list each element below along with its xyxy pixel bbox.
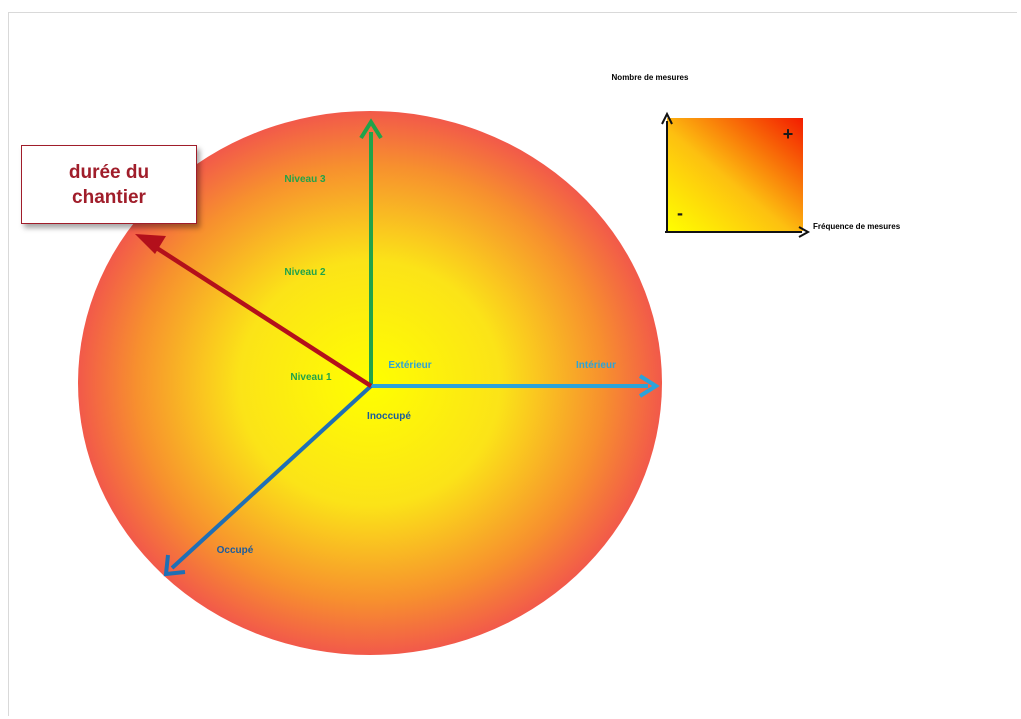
level-1-label: Niveau 1 <box>290 372 332 383</box>
duration-arrow <box>135 234 373 388</box>
legend-y-label: Nombre de mesures <box>612 73 689 82</box>
interior-axis-arrow <box>371 374 660 398</box>
occupancy-axis-arrow <box>163 384 373 577</box>
legend-x-label: Fréquence de mesures <box>813 222 901 231</box>
legend-gradient-box <box>667 118 803 231</box>
level-3-label: Niveau 3 <box>284 174 326 185</box>
interior-label: Intérieur <box>576 360 616 371</box>
callout-line-1: durée du <box>68 161 150 183</box>
exterior-label: Extérieur <box>388 360 431 371</box>
legend-minus-sign: - <box>677 203 683 223</box>
occupied-label: Occupé <box>217 545 254 556</box>
level-axis-arrow <box>359 118 383 386</box>
unoccupied-label: Inoccupé <box>367 411 411 422</box>
legend-plus-sign: + <box>783 124 794 144</box>
legend: Nombre de mesures + - Fréquence de mesur… <box>612 73 901 238</box>
callout-line-2: chantier <box>72 186 146 208</box>
duration-callout: durée du chantier <box>21 145 197 224</box>
level-2-label: Niveau 2 <box>284 267 326 278</box>
page-frame <box>8 12 1017 716</box>
